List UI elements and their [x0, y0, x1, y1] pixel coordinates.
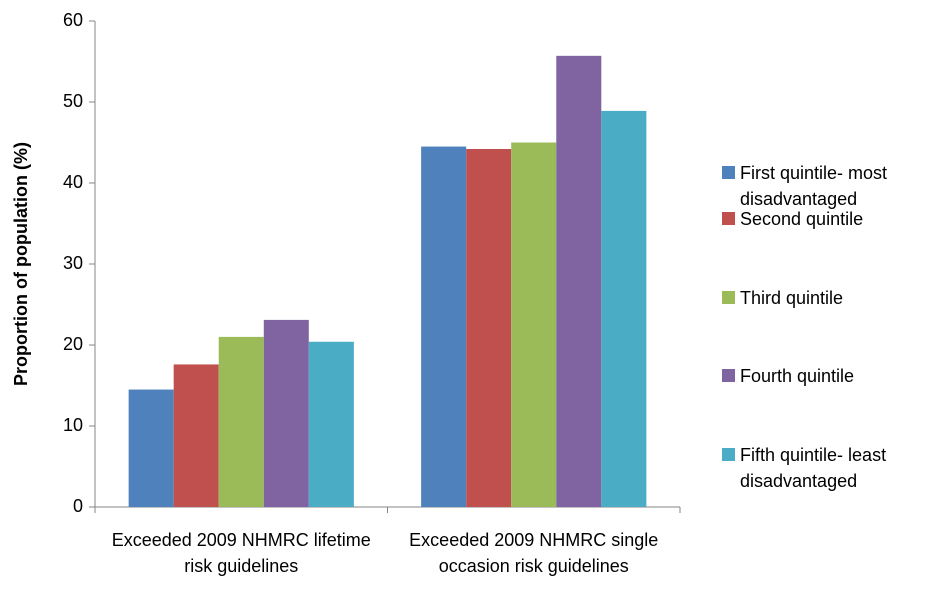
legend-swatch	[722, 448, 735, 461]
y-tick-label: 60	[63, 10, 83, 30]
x-tick-label: Exceeded 2009 NHMRC single occasion risk…	[409, 530, 659, 576]
bar	[511, 142, 557, 507]
bar	[421, 146, 467, 508]
bar	[263, 319, 309, 507]
bar	[556, 55, 602, 508]
legend-label: Second quintile	[740, 209, 864, 229]
bar	[601, 110, 647, 507]
bar	[128, 389, 174, 507]
y-tick-label: 0	[73, 496, 83, 516]
legend-label: Third quintile	[740, 288, 844, 308]
x-tick-label: Exceeded 2009 NHMRC lifetime risk guidel…	[111, 530, 371, 576]
y-tick-label: 20	[63, 334, 83, 354]
y-tick-label: 10	[63, 415, 83, 435]
legend-swatch	[722, 291, 735, 304]
bar	[466, 148, 512, 508]
legend-swatch	[722, 212, 735, 225]
y-axis-label: Proportion of population (%)	[11, 142, 31, 386]
y-tick-label: 50	[63, 91, 83, 111]
bar	[173, 364, 219, 507]
y-tick-label: 40	[63, 172, 83, 192]
legend-label: First quintile- most disadvantaged	[740, 163, 888, 209]
legend-label: Fifth quintile- least disadvantaged	[740, 445, 887, 491]
bar	[218, 336, 264, 507]
bar	[308, 341, 354, 507]
legend-swatch	[722, 369, 735, 382]
legend-swatch	[722, 166, 735, 179]
y-tick-label: 30	[63, 253, 83, 273]
legend-label: Fourth quintile	[740, 366, 855, 386]
